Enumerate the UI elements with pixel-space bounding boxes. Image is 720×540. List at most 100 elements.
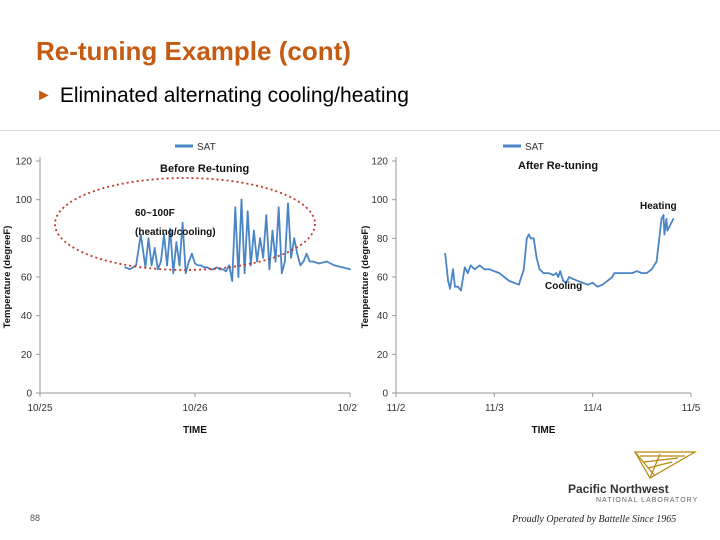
annotation-cooling: Cooling xyxy=(545,281,582,292)
data-point xyxy=(166,264,169,267)
data-point xyxy=(271,229,274,232)
data-point xyxy=(586,283,589,286)
data-point xyxy=(466,272,469,275)
data-point xyxy=(234,206,237,209)
data-point xyxy=(277,206,280,209)
chart-after: 0 20 40 60 80 100 120 11/2 11/3 11/4 11/5 TIME Tempe… xyxy=(358,130,720,443)
data-point xyxy=(522,268,525,271)
x-tick-label: 10/26 xyxy=(182,403,207,414)
data-point xyxy=(525,237,528,240)
data-point xyxy=(552,274,555,276)
y-axis-label: Temperature (degreeF) xyxy=(360,226,371,329)
x-tick-label: 11/3 xyxy=(485,403,504,414)
data-point xyxy=(542,272,545,275)
data-point xyxy=(194,262,196,265)
data-point xyxy=(172,272,175,275)
data-point xyxy=(222,268,224,271)
data-point xyxy=(318,262,320,265)
chart-title: Before Re-tuning xyxy=(160,163,249,175)
data-point xyxy=(557,276,560,278)
data-point xyxy=(287,202,289,205)
data-point xyxy=(256,260,258,263)
data-point xyxy=(259,237,261,240)
y-axis-label: Temperature (degreeF) xyxy=(2,226,13,329)
data-point xyxy=(457,285,459,288)
data-point xyxy=(311,260,314,263)
slide-title: Re-tuning Example (cont) xyxy=(36,36,351,66)
data-point xyxy=(663,233,666,236)
data-point xyxy=(265,214,268,217)
data-point xyxy=(613,272,616,275)
data-point xyxy=(147,237,150,240)
data-point xyxy=(169,227,172,230)
data-point xyxy=(650,268,653,271)
x-tick-label: 11/2 xyxy=(387,403,406,414)
data-point xyxy=(191,252,193,255)
data-point xyxy=(668,225,671,228)
data-point xyxy=(636,270,638,273)
y-tick-label: 20 xyxy=(21,350,33,361)
data-point xyxy=(460,289,462,292)
data-point xyxy=(626,272,628,275)
data-point xyxy=(572,278,574,280)
data-point xyxy=(452,268,454,271)
data-point xyxy=(645,272,648,275)
data-point xyxy=(565,281,568,284)
data-point xyxy=(206,266,209,269)
data-point xyxy=(225,270,227,273)
x-tick-label: 10/25 xyxy=(27,403,52,414)
data-point xyxy=(299,264,302,267)
data-point xyxy=(212,268,215,271)
data-point xyxy=(493,270,496,273)
data-point xyxy=(308,260,311,263)
footer-tagline: Proudly Operated by Battelle Since 1965 xyxy=(512,514,677,525)
data-point xyxy=(666,229,669,232)
data-point xyxy=(483,268,486,271)
data-point xyxy=(274,260,277,263)
data-point xyxy=(662,214,665,217)
legend-label: SAT xyxy=(197,142,216,153)
data-point xyxy=(488,268,491,271)
y-tick-label: 40 xyxy=(377,311,389,322)
data-point xyxy=(665,218,668,220)
data-point xyxy=(447,279,450,282)
data-point xyxy=(129,268,131,271)
page-number: 88 xyxy=(30,513,41,523)
series-line-sat xyxy=(124,198,351,282)
data-point xyxy=(444,252,447,255)
logo-name: Pacific Northwest xyxy=(568,482,669,496)
data-point xyxy=(591,281,594,284)
data-point xyxy=(325,260,328,263)
data-point xyxy=(498,272,501,275)
y-tick-label: 0 xyxy=(382,389,388,400)
data-point xyxy=(160,260,162,263)
data-point xyxy=(200,264,203,267)
data-point xyxy=(449,287,451,290)
data-point xyxy=(124,266,127,269)
data-point xyxy=(513,281,515,284)
data-point xyxy=(290,256,292,259)
data-point xyxy=(284,260,286,263)
data-point xyxy=(280,272,283,275)
data-point xyxy=(596,285,599,288)
data-point xyxy=(616,272,619,275)
data-point xyxy=(473,268,476,271)
data-point xyxy=(178,264,181,267)
data-point xyxy=(503,276,506,278)
data-point xyxy=(454,285,456,288)
data-point xyxy=(555,272,558,275)
x-tick-label: 11/4 xyxy=(583,403,602,414)
data-point xyxy=(237,276,240,278)
data-point xyxy=(215,266,218,269)
y-tick-label: 20 xyxy=(377,350,389,361)
data-point xyxy=(527,233,530,236)
annotation-heating: Heating xyxy=(640,201,677,212)
data-point xyxy=(262,256,265,259)
data-point xyxy=(296,252,299,255)
data-point xyxy=(163,233,165,236)
data-point xyxy=(203,266,206,269)
highlight-ellipse xyxy=(54,177,316,271)
y-tick-label: 40 xyxy=(21,311,33,322)
data-point xyxy=(538,268,541,271)
data-point xyxy=(246,210,249,213)
